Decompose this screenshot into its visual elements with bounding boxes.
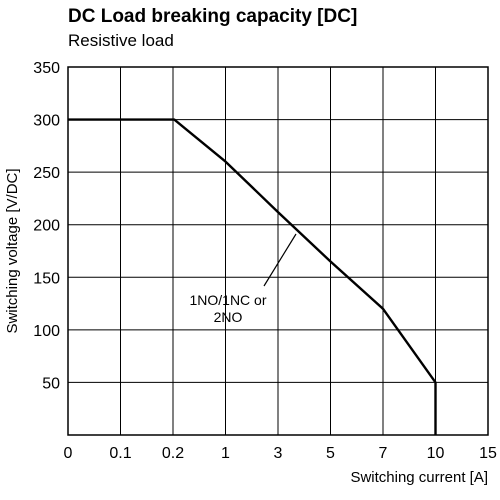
chart-subtitle: Resistive load	[68, 31, 174, 50]
y-tick-label: 350	[33, 60, 60, 77]
annotation-line-1: 1NO/1NC or	[189, 292, 266, 308]
y-tick-label: 150	[33, 270, 60, 287]
x-tick-label: 3	[274, 445, 283, 462]
plot-frame	[67, 66, 489, 436]
x-tick-label: 10	[427, 445, 445, 462]
y-tick-label: 300	[33, 113, 60, 130]
annotation-leader	[263, 233, 297, 287]
x-tick-label: 15	[479, 445, 497, 462]
y-axis-label: Switching voltage [V/DC]	[4, 168, 21, 333]
annotation-line-2: 2NO	[214, 309, 243, 325]
x-tick-label: 5	[326, 445, 335, 462]
x-tick-label: 0	[64, 445, 73, 462]
y-tick-label: 100	[33, 323, 60, 340]
y-tick-label: 200	[33, 218, 60, 235]
chart-title: DC Load breaking capacity [DC]	[68, 6, 357, 27]
y-tick-label: 50	[42, 375, 60, 392]
x-tick-label: 0.1	[109, 445, 131, 462]
series-layer	[68, 118, 437, 435]
x-tick-label: 7	[379, 445, 388, 462]
x-tick-label: 1	[221, 445, 230, 462]
x-axis-label: Switching current [A]	[350, 469, 488, 486]
series-line	[68, 118, 437, 435]
tick-labels: 0 0.1 0.2 1 3 5 7 10 15 50 100 150 200 250 300 350	[33, 60, 497, 462]
y-tick-label: 250	[33, 165, 60, 182]
x-tick-label: 0.2	[162, 445, 184, 462]
grid	[68, 67, 488, 435]
